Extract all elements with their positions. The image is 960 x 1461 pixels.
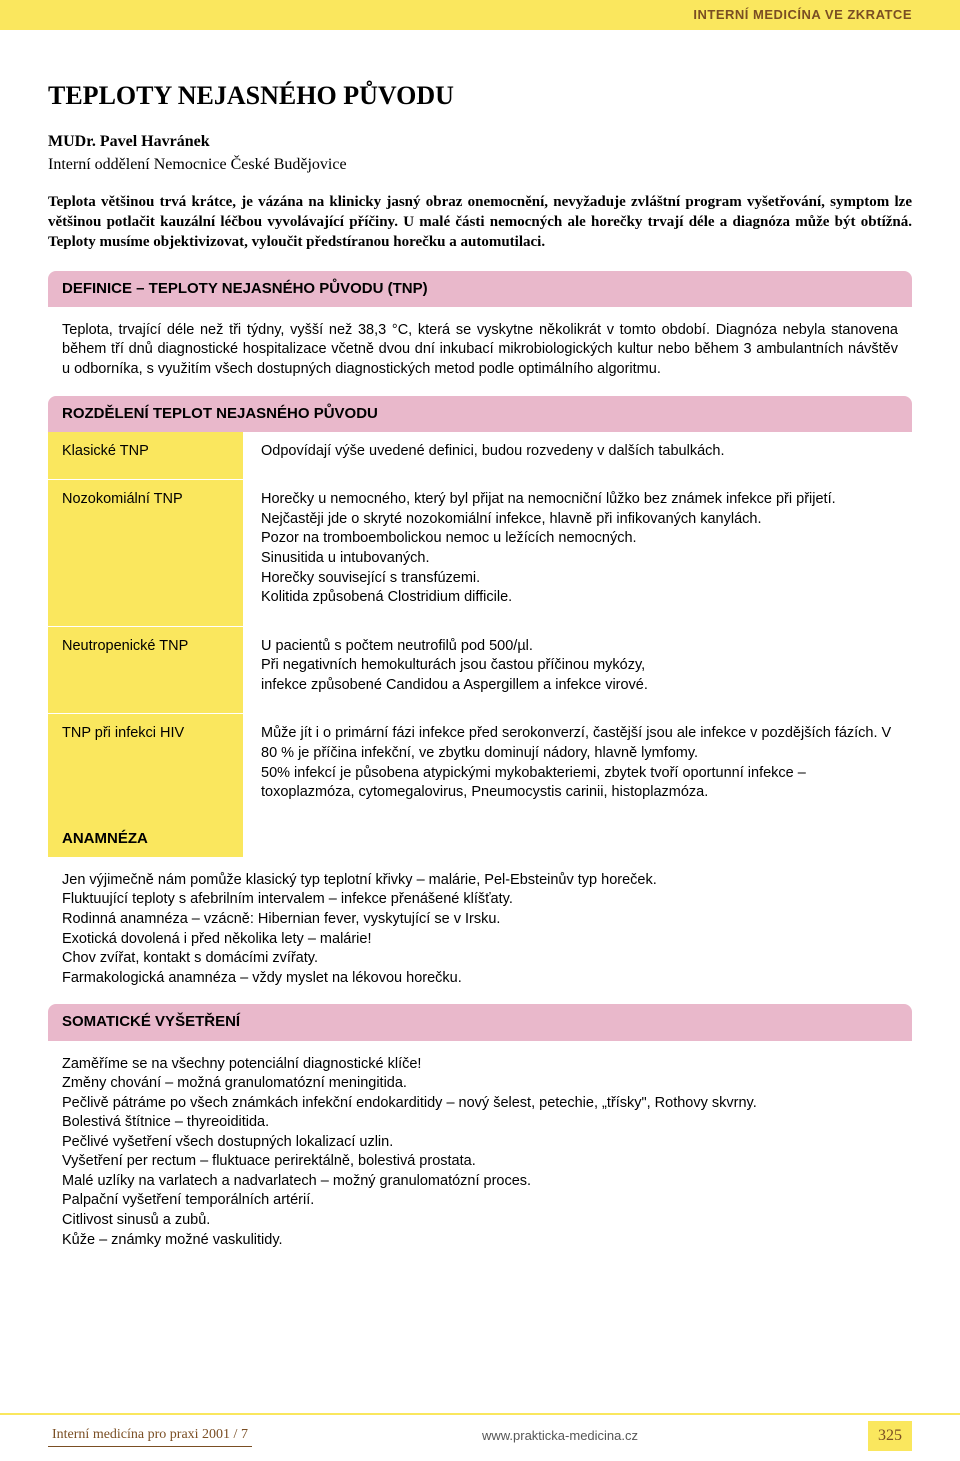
row-label: Klasické TNP bbox=[48, 432, 243, 480]
category-text: INTERNÍ MEDICÍNA VE ZKRATCE bbox=[693, 7, 912, 22]
table-row: Neutropenické TNP U pacientů s počtem ne… bbox=[48, 626, 912, 714]
section-header-somaticke: SOMATICKÉ VYŠETŘENÍ bbox=[48, 1004, 912, 1040]
classification-table: Klasické TNP Odpovídají výše uvedené def… bbox=[48, 432, 912, 821]
table-row: Klasické TNP Odpovídají výše uvedené def… bbox=[48, 432, 912, 480]
section-body-definice: Teplota, trvající déle než tři týdny, vy… bbox=[48, 307, 912, 396]
author-affiliation: Interní oddělení Nemocnice České Budějov… bbox=[48, 154, 912, 176]
table-row: Nozokomiální TNP Horečky u nemocného, kt… bbox=[48, 480, 912, 626]
category-header: INTERNÍ MEDICÍNA VE ZKRATCE bbox=[0, 0, 960, 30]
section-body-somaticke: Zaměříme se na všechny potenciální diagn… bbox=[48, 1041, 912, 1267]
row-text: Horečky u nemocného, který byl přijat na… bbox=[243, 480, 912, 626]
row-text: Odpovídají výše uvedené definici, budou … bbox=[243, 432, 912, 480]
section-header-rozdeleni: ROZDĚLENÍ TEPLOT NEJASNÉHO PŮVODU bbox=[48, 396, 912, 432]
author-name: MUDr. Pavel Havránek bbox=[48, 131, 912, 153]
content-area: TEPLOTY NEJASNÉHO PŮVODU MUDr. Pavel Hav… bbox=[0, 30, 960, 1267]
intro-paragraph: Teplota většinou trvá krátce, je vázána … bbox=[48, 192, 912, 253]
row-label: TNP při infekci HIV bbox=[48, 714, 243, 821]
section-header-definice: DEFINICE – TEPLOTY NEJASNÉHO PŮVODU (TNP… bbox=[48, 271, 912, 307]
article-title: TEPLOTY NEJASNÉHO PŮVODU bbox=[48, 78, 912, 113]
row-text: U pacientů s počtem neutrofilů pod 500/µ… bbox=[243, 626, 912, 714]
footer-page-number: 325 bbox=[868, 1421, 912, 1451]
row-label: Neutropenické TNP bbox=[48, 626, 243, 714]
section-header-anamneza: ANAMNÉZA bbox=[48, 821, 243, 857]
page-footer: Interní medicína pro praxi 2001 / 7 www.… bbox=[0, 1413, 960, 1461]
page: INTERNÍ MEDICÍNA VE ZKRATCE TEPLOTY NEJA… bbox=[0, 0, 960, 1461]
footer-url: www.prakticka-medicina.cz bbox=[482, 1427, 638, 1445]
footer-journal: Interní medicína pro praxi 2001 / 7 bbox=[48, 1426, 252, 1447]
row-label: Nozokomiální TNP bbox=[48, 480, 243, 626]
table-row: TNP při infekci HIV Může jít i o primárn… bbox=[48, 714, 912, 821]
row-text: Může jít i o primární fázi infekce před … bbox=[243, 714, 912, 821]
section-body-anamneza: Jen výjimečně nám pomůže klasický typ te… bbox=[48, 857, 912, 1004]
